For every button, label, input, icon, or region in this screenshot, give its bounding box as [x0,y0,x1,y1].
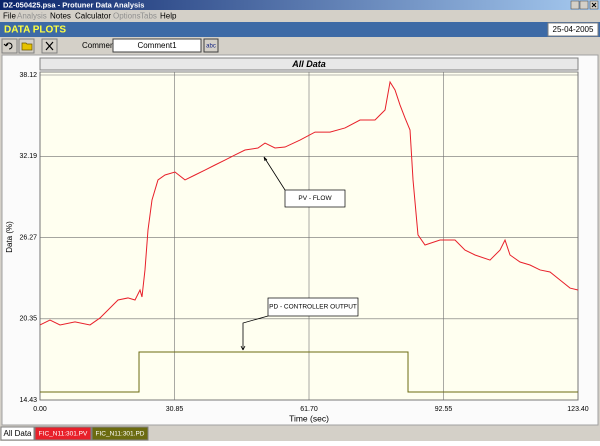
series-tab-label: FIC_N11:301.PV [39,431,88,438]
annotation-arrow [240,315,269,351]
x-tick-label: 30.85 [166,406,184,413]
menu-bar: File Analysis Notes Calculator Options Tabs He… [3,12,177,21]
y-tick-label: 14.43 [19,397,37,404]
maximize-button[interactable] [579,0,589,10]
spell-button[interactable] [203,38,219,53]
x-tick-label: 0.00 [33,406,47,413]
series-tab-label: FIC_N11:301.PD [95,431,144,438]
y-tick-label: 32.19 [19,153,37,160]
menu-item[interactable]: Analysis [17,12,47,21]
plot: 14.43 20.35 26.27 32.19 38.12 0.00 30.85 61.70 9… [19,72,588,413]
series-tab[interactable] [91,426,149,441]
annotation: PV - FLOW [298,195,332,202]
x-axis-label: Time (sec) [289,413,329,423]
y-tick-label: 20.35 [19,316,37,323]
series-line [39,80,579,326]
window-title: DZ-050425.psa - Protuner Data Analysis [3,0,144,9]
spell-button-label: abc [206,44,216,50]
minimize-button[interactable] [570,0,580,10]
title-bar [0,0,600,10]
undo-button[interactable] [1,38,18,54]
menu-item[interactable]: File [3,12,16,21]
chart-title: All Data [291,59,326,69]
comment-value: Comment1 [137,41,177,50]
menu-item[interactable]: Tabs [140,12,157,21]
y-tick-label: 26.27 [19,234,37,241]
annotation-box [284,189,346,208]
delete-icon [45,41,54,51]
annotation-arrow [263,156,286,191]
menu-item[interactable]: Help [160,12,177,21]
tab-label: All Data [3,429,32,438]
folder-icon [21,42,33,51]
y-axis-label: Data (%) [5,221,14,253]
x-tick-label: 61.70 [300,406,318,413]
header-title: DATA PLOTS [4,25,66,36]
date-box [547,22,599,37]
comment-label: Comment [82,41,117,50]
x-tick-label: 123.40 [567,406,589,413]
y-tick-label: 38.12 [19,72,37,79]
annotation: PD - CONTROLLER OUTPUT [269,304,357,311]
header-band [0,22,600,37]
date: 25-04-2005 [553,25,594,34]
series-tabs: FIC_N11:301.PV FIC_N11:301.PD [34,426,149,441]
x-tick-label: 92.55 [435,406,453,413]
plot-title-bar [39,57,579,71]
undo-icon [3,42,13,50]
annotation-box [267,297,359,317]
close-icon [591,2,597,8]
comment-input[interactable] [112,38,202,53]
menu-item[interactable]: Calculator [75,12,111,21]
series-line [40,351,578,393]
tab-all-data[interactable] [0,426,35,441]
menu-item[interactable]: Options [113,12,141,21]
menu-item[interactable]: Notes [50,12,71,21]
series-tab[interactable] [34,426,92,441]
